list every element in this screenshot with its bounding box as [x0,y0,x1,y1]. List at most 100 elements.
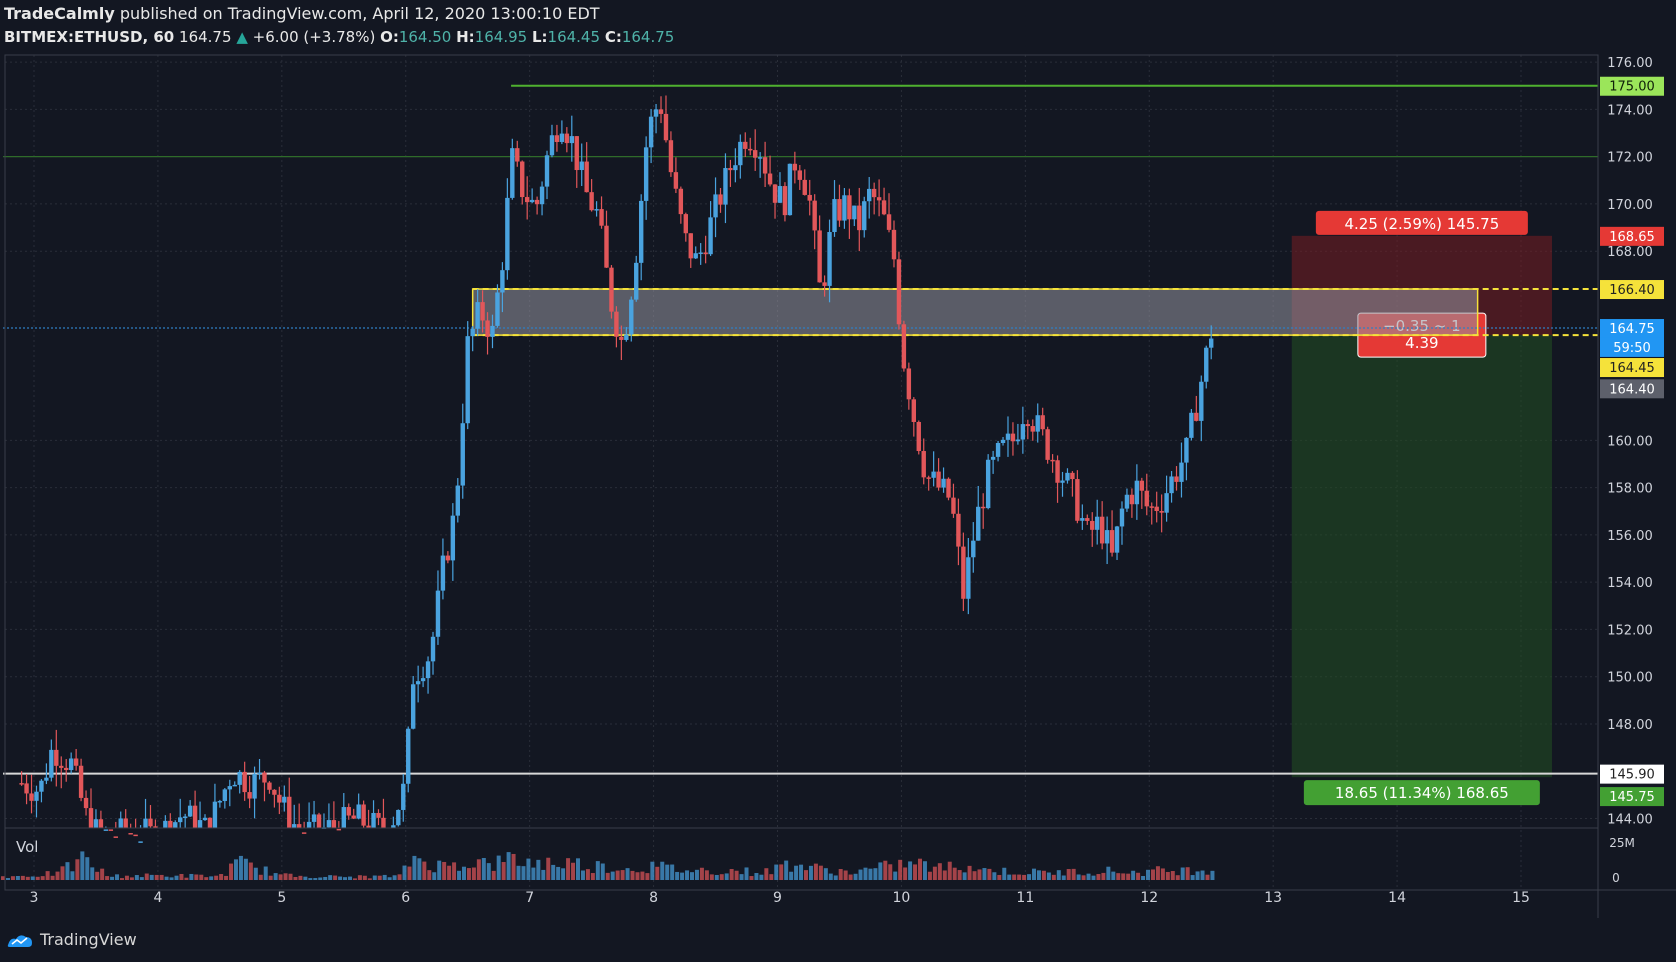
price-label-text: 145.90 [1609,768,1655,783]
candle-body [832,199,837,233]
volume-bar [308,878,313,880]
candle-body [128,833,133,835]
candle-body [480,302,485,321]
candle-body [24,783,29,794]
volume-bar [491,870,496,880]
volume-bar [655,866,660,880]
candle-body [1194,412,1199,421]
candle-body [410,684,416,729]
price-label-box [1600,358,1664,378]
candle-body [371,812,376,828]
volume-bar [660,861,665,880]
candle-body [609,267,614,312]
candle-body [1154,506,1159,512]
publisher-name[interactable]: TradeCalmly [4,4,115,23]
candle-body [1204,347,1209,382]
candle-body [78,765,84,798]
candle-body [728,168,733,171]
candle-body [926,477,931,479]
candle-body [1189,412,1194,438]
candle-body [629,299,634,335]
candle-body [1060,480,1065,483]
candle-body [272,789,277,795]
open-label: O: [380,28,399,46]
volume-bar [982,868,987,880]
low-value: 164.45 [547,28,601,46]
candle-body [713,194,718,218]
tradingview-logo-icon [7,934,32,947]
candle-body [450,515,456,561]
volume-bar [1150,869,1155,880]
volume-bar [749,876,754,880]
candle-body [916,421,921,452]
volume-bar [1051,874,1056,880]
candle-body [143,818,148,828]
volume-bar [883,860,888,880]
candle-body [182,816,188,818]
volume-bar [1061,875,1066,880]
volume-bar [139,877,144,880]
candle-body [881,200,887,215]
volume-bar [729,869,734,880]
candle-body [762,157,768,174]
candle-body [643,147,649,201]
candle-body [331,820,337,828]
volume-bar [913,864,918,880]
volume-bar [754,873,759,880]
volume-bar [233,859,238,880]
candle-body [178,817,183,823]
volume-bar [412,855,417,880]
volume-bar [343,877,348,880]
x-tick-label: 3 [30,890,39,906]
candle-body [1109,530,1115,553]
volume-bar [689,872,694,880]
candle-body [1050,459,1055,462]
position-tool[interactable]: 4.25 (2.59%) 145.75 18.65 (11.34%) 168.65… [1291,210,1552,806]
volume-bar [1111,871,1116,880]
candle-body [316,814,322,828]
x-tick-label: 4 [153,890,162,906]
volume-bar [25,876,30,880]
candle-body [430,636,436,662]
candle-body [1010,433,1016,442]
volume-bar [318,877,323,880]
candle-body [574,136,579,171]
candle-body [1209,338,1214,348]
candle-body [460,423,465,486]
symbol-label[interactable]: BITMEX:ETHUSD, 60 [4,28,175,46]
volume-bar [932,866,937,880]
candle-body [465,336,470,424]
candle-body [589,192,594,211]
volume-bar [556,866,561,880]
volume-bar [526,858,531,880]
candle-body [995,442,1001,457]
candle-body [936,471,941,488]
volume-bar [1175,875,1180,880]
candle-body [653,109,659,117]
candle-body [777,186,783,203]
volume-bar [937,863,942,880]
candle-body [614,311,619,337]
volume-bar [828,873,833,880]
footer-brand: TradingView [40,930,137,949]
candle-body [896,259,902,325]
volume-bar [35,876,40,880]
candle-body [197,820,203,828]
candle-body [634,262,639,300]
volume-bar [764,868,769,880]
candle-body [708,217,713,255]
volume-bar [585,869,590,880]
tradingview-footer[interactable]: TradingView [6,930,137,949]
price-label-text: 168.65 [1609,230,1655,245]
volume-bar [144,873,149,880]
candle-body [698,252,703,254]
candle-body [396,809,401,826]
volume-bar [362,875,367,880]
candle-body [445,555,451,561]
candle-body [54,749,59,766]
candle-body [202,817,208,821]
horizontal-levels[interactable] [3,84,1598,775]
price-label-box [1600,226,1664,246]
candle-body [688,233,693,259]
